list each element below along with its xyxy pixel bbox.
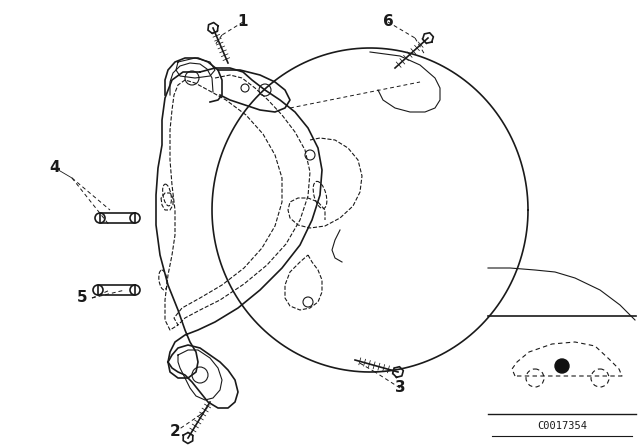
Text: 6: 6: [383, 14, 394, 30]
Text: 3: 3: [395, 380, 405, 396]
Text: 5: 5: [77, 290, 87, 306]
Text: 1: 1: [237, 14, 248, 30]
Text: 4: 4: [50, 160, 60, 176]
Text: 2: 2: [170, 425, 180, 439]
Circle shape: [555, 359, 569, 373]
Text: C0017354: C0017354: [537, 421, 587, 431]
